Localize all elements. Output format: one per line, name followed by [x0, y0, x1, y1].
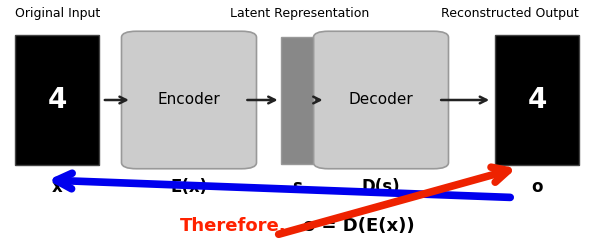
- Text: Reconstructed Output: Reconstructed Output: [441, 8, 579, 20]
- Text: Original Input: Original Input: [15, 8, 100, 20]
- FancyBboxPatch shape: [314, 31, 448, 169]
- FancyBboxPatch shape: [495, 35, 579, 165]
- Text: o: o: [531, 178, 543, 196]
- Text: $\mathbf{4}$: $\mathbf{4}$: [47, 86, 67, 114]
- Text: Therefore...: Therefore...: [180, 217, 301, 235]
- FancyBboxPatch shape: [281, 36, 313, 164]
- FancyBboxPatch shape: [15, 35, 99, 165]
- Text: o = D(E(x)): o = D(E(x)): [303, 217, 415, 235]
- Text: Decoder: Decoder: [349, 92, 413, 108]
- Text: E(x): E(x): [170, 178, 208, 196]
- Text: Latent Representation: Latent Representation: [230, 8, 370, 20]
- Text: x: x: [52, 178, 62, 196]
- Text: D(s): D(s): [362, 178, 400, 196]
- FancyBboxPatch shape: [122, 31, 257, 169]
- Text: Encoder: Encoder: [158, 92, 220, 108]
- Text: s: s: [292, 178, 302, 196]
- Text: $\mathbf{4}$: $\mathbf{4}$: [527, 86, 547, 114]
